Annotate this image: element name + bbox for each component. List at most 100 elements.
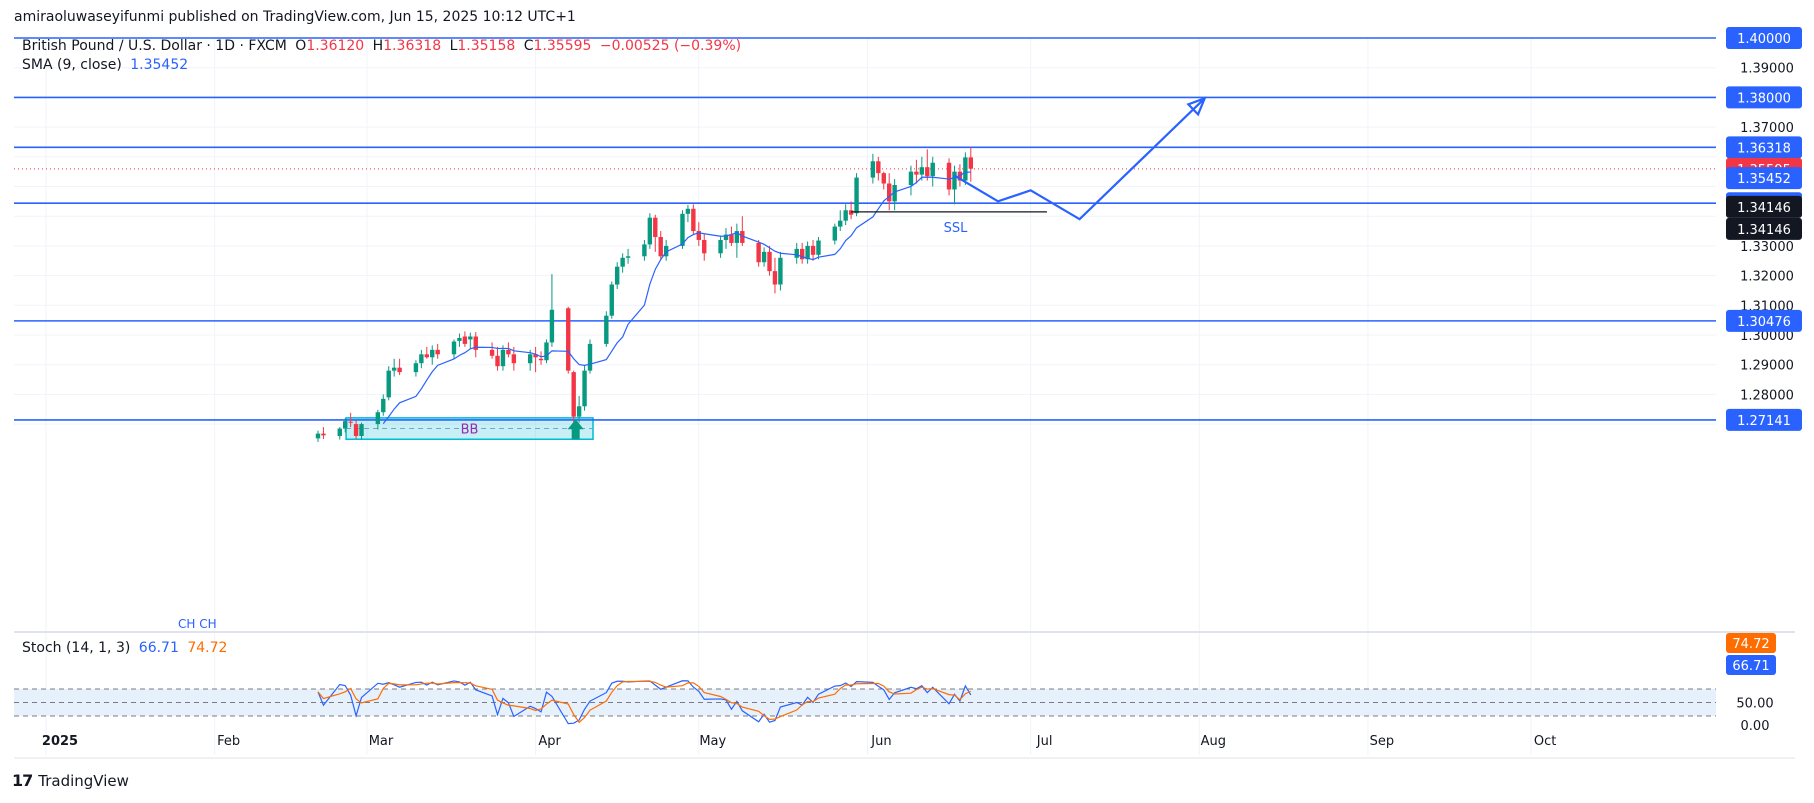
candle-body xyxy=(854,177,859,214)
time-tick-label: Feb xyxy=(217,734,240,749)
candle-body xyxy=(391,367,397,371)
candle-body xyxy=(887,183,892,202)
open-label: O xyxy=(295,38,307,54)
candle-body xyxy=(734,231,740,243)
candle-body xyxy=(680,213,685,246)
candle-body xyxy=(457,337,462,341)
arrow-up-icon xyxy=(567,419,584,440)
price-tick-label: 1.37000 xyxy=(1740,121,1794,136)
sma-label: SMA (9, close) xyxy=(22,57,122,73)
stoch-badge xyxy=(1726,655,1776,675)
candle-body xyxy=(489,349,495,356)
close-label: C xyxy=(523,38,534,54)
brand-name: TradingView xyxy=(38,771,129,790)
candle-body xyxy=(468,336,473,340)
candle-body xyxy=(430,349,435,358)
stoch-k-value: 66.71 xyxy=(138,640,179,656)
stoch-legend[interactable]: Stoch (14, 1, 3) 66.71 74.72 xyxy=(22,640,231,656)
candle-body xyxy=(625,256,631,258)
candle-body xyxy=(653,217,658,237)
stoch-badge-label: 66.71 xyxy=(1732,659,1769,674)
candle-body xyxy=(549,309,555,343)
change-value: −0.00525 (−0.39%) xyxy=(599,38,742,54)
candle-body xyxy=(756,242,761,263)
candle-body xyxy=(658,236,663,257)
price-tick-label: 1.32000 xyxy=(1740,270,1794,285)
candle-body xyxy=(642,244,647,257)
time-tick-label: May xyxy=(699,734,726,749)
horizontal-levels[interactable] xyxy=(14,37,1716,421)
candle-body xyxy=(702,239,707,254)
candle-body xyxy=(435,349,440,355)
candle-body xyxy=(925,167,930,177)
stoch-axis-label: 50.00 xyxy=(1736,697,1773,712)
candle-body xyxy=(582,370,587,407)
time-axis[interactable]: 2025 Feb Mar Apr May Jun Jul Aug Sep Oct xyxy=(42,734,1556,749)
time-tick-label: Aug xyxy=(1201,734,1226,749)
candle-body xyxy=(576,406,582,417)
projection-path[interactable] xyxy=(953,97,1206,221)
time-tick-label: Mar xyxy=(369,734,394,749)
sma-line xyxy=(382,171,971,424)
time-tick-label: Apr xyxy=(538,734,561,749)
candle-body xyxy=(359,424,364,436)
candle-body xyxy=(604,315,609,344)
candle-body xyxy=(914,171,919,175)
candle-body xyxy=(848,210,854,215)
candle-body xyxy=(647,217,653,245)
candle-body xyxy=(533,354,538,358)
price-badge-label: 1.27141 xyxy=(1737,414,1791,429)
high-value: 1.36318 xyxy=(383,38,442,54)
candle-body xyxy=(511,354,517,364)
candle-body xyxy=(337,428,342,436)
high-label: H xyxy=(372,38,384,54)
stoch-badge xyxy=(1726,633,1776,653)
candle-body xyxy=(778,257,783,285)
candle-body xyxy=(609,284,614,316)
candle-body xyxy=(946,162,952,190)
candle-body xyxy=(375,412,381,425)
price-badge-label: 1.40000 xyxy=(1737,32,1791,47)
price-badge xyxy=(1726,309,1802,332)
price-tick-label: 1.39000 xyxy=(1740,62,1794,77)
price-badge xyxy=(1726,195,1802,218)
candle-body xyxy=(930,162,935,177)
projection-arrowhead xyxy=(1186,96,1207,117)
tradingview-logo-icon: 𝟭𝟳 xyxy=(12,771,33,790)
candle-body xyxy=(963,157,968,181)
symbol-legend[interactable]: British Pound / U.S. Dollar · 1D · FXCM … xyxy=(22,38,745,54)
candle-body xyxy=(816,240,821,255)
price-tick-label: 1.28000 xyxy=(1740,388,1794,403)
candle-body xyxy=(952,171,957,190)
candle-body xyxy=(386,370,391,398)
price-badge xyxy=(1726,27,1802,49)
price-badge-label: 1.30476 xyxy=(1737,315,1791,330)
bb-label: BB xyxy=(461,423,479,438)
price-badge xyxy=(1726,86,1802,109)
candles xyxy=(315,147,973,442)
candle-body xyxy=(527,354,533,364)
low-value: 1.35158 xyxy=(457,38,516,54)
stoch-guide-lines xyxy=(14,688,1716,717)
sma-value: 1.35452 xyxy=(130,57,189,73)
candle-body xyxy=(761,251,767,263)
price-tick-label: 1.33000 xyxy=(1740,240,1794,255)
stoch-badge-label: 74.72 xyxy=(1732,637,1769,652)
stoch-axis-label: 0.00 xyxy=(1741,719,1770,734)
sma-legend[interactable]: SMA (9, close) 1.35452 xyxy=(22,57,192,73)
stoch-d-line xyxy=(317,680,972,724)
candle-body xyxy=(663,245,669,257)
candle-body xyxy=(767,251,772,272)
low-label: L xyxy=(449,38,458,54)
grid-lines xyxy=(14,38,1716,755)
candle-body xyxy=(696,231,701,240)
candle-body xyxy=(321,433,326,436)
candle-body xyxy=(832,226,837,241)
candle-body xyxy=(729,234,734,243)
candle-body xyxy=(381,398,386,413)
tradingview-logo[interactable]: 𝟭𝟳 TradingView xyxy=(12,771,129,790)
candle-body xyxy=(462,336,468,344)
price-badge-label: 1.34146 xyxy=(1737,223,1791,238)
open-value: 1.36120 xyxy=(306,38,365,54)
